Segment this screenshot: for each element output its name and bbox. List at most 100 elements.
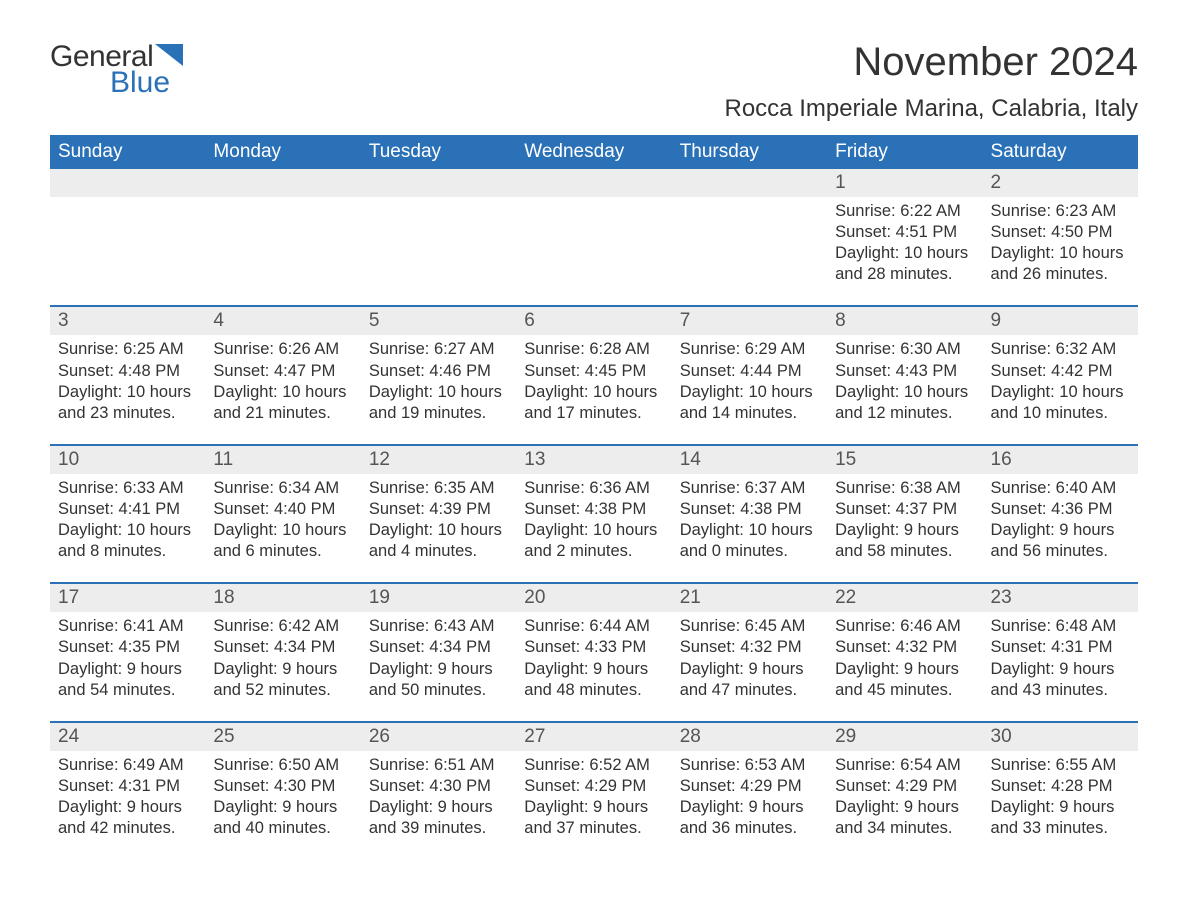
weekday-header-row: Sunday Monday Tuesday Wednesday Thursday… — [50, 135, 1138, 169]
weekday-saturday: Saturday — [983, 135, 1138, 169]
day-cell: 20Sunrise: 6:44 AMSunset: 4:33 PMDayligh… — [516, 584, 671, 702]
day-number: 26 — [361, 723, 516, 751]
sunrise-text: Sunrise: 6:45 AM — [680, 616, 819, 637]
day-number: 30 — [983, 723, 1138, 751]
day-number: 16 — [983, 446, 1138, 474]
daylight-text-2: and 34 minutes. — [835, 818, 974, 839]
day-number: 19 — [361, 584, 516, 612]
day-cell: 2Sunrise: 6:23 AMSunset: 4:50 PMDaylight… — [983, 169, 1138, 287]
day-number — [50, 169, 205, 197]
daylight-text-2: and 54 minutes. — [58, 680, 197, 701]
week-row: 10Sunrise: 6:33 AMSunset: 4:41 PMDayligh… — [50, 444, 1138, 564]
title-block: November 2024 Rocca Imperiale Marina, Ca… — [725, 40, 1139, 123]
sunset-text: Sunset: 4:32 PM — [680, 637, 819, 658]
day-number: 12 — [361, 446, 516, 474]
sunset-text: Sunset: 4:29 PM — [680, 776, 819, 797]
weekday-sunday: Sunday — [50, 135, 205, 169]
day-data: Sunrise: 6:49 AMSunset: 4:31 PMDaylight:… — [50, 751, 205, 841]
daylight-text-2: and 17 minutes. — [524, 403, 663, 424]
sunrise-text: Sunrise: 6:30 AM — [835, 339, 974, 360]
sunrise-text: Sunrise: 6:42 AM — [213, 616, 352, 637]
daylight-text-2: and 12 minutes. — [835, 403, 974, 424]
day-cell: 23Sunrise: 6:48 AMSunset: 4:31 PMDayligh… — [983, 584, 1138, 702]
week-row: 24Sunrise: 6:49 AMSunset: 4:31 PMDayligh… — [50, 721, 1138, 841]
logo: General Blue — [50, 40, 183, 100]
sunset-text: Sunset: 4:31 PM — [58, 776, 197, 797]
daylight-text-2: and 58 minutes. — [835, 541, 974, 562]
sunrise-text: Sunrise: 6:52 AM — [524, 755, 663, 776]
day-cell: 3Sunrise: 6:25 AMSunset: 4:48 PMDaylight… — [50, 307, 205, 425]
sunset-text: Sunset: 4:41 PM — [58, 499, 197, 520]
daylight-text-2: and 6 minutes. — [213, 541, 352, 562]
sunrise-text: Sunrise: 6:22 AM — [835, 201, 974, 222]
sunset-text: Sunset: 4:30 PM — [369, 776, 508, 797]
day-data: Sunrise: 6:48 AMSunset: 4:31 PMDaylight:… — [983, 612, 1138, 702]
daylight-text-1: Daylight: 9 hours — [991, 797, 1130, 818]
day-number: 23 — [983, 584, 1138, 612]
day-number: 14 — [672, 446, 827, 474]
sunrise-text: Sunrise: 6:34 AM — [213, 478, 352, 499]
day-cell: 14Sunrise: 6:37 AMSunset: 4:38 PMDayligh… — [672, 446, 827, 564]
day-number: 24 — [50, 723, 205, 751]
sunset-text: Sunset: 4:48 PM — [58, 361, 197, 382]
daylight-text-1: Daylight: 10 hours — [58, 520, 197, 541]
calendar: Sunday Monday Tuesday Wednesday Thursday… — [50, 135, 1138, 841]
sunrise-text: Sunrise: 6:37 AM — [680, 478, 819, 499]
sunrise-text: Sunrise: 6:35 AM — [369, 478, 508, 499]
day-number: 15 — [827, 446, 982, 474]
day-cell: 15Sunrise: 6:38 AMSunset: 4:37 PMDayligh… — [827, 446, 982, 564]
day-number — [672, 169, 827, 197]
daylight-text-2: and 10 minutes. — [991, 403, 1130, 424]
daylight-text-2: and 8 minutes. — [58, 541, 197, 562]
day-cell — [672, 169, 827, 287]
daylight-text-1: Daylight: 9 hours — [369, 797, 508, 818]
sunrise-text: Sunrise: 6:28 AM — [524, 339, 663, 360]
daylight-text-2: and 28 minutes. — [835, 264, 974, 285]
weekday-monday: Monday — [205, 135, 360, 169]
daylight-text-2: and 14 minutes. — [680, 403, 819, 424]
day-number: 6 — [516, 307, 671, 335]
day-number — [516, 169, 671, 197]
daylight-text-2: and 23 minutes. — [58, 403, 197, 424]
day-cell: 4Sunrise: 6:26 AMSunset: 4:47 PMDaylight… — [205, 307, 360, 425]
day-cell: 8Sunrise: 6:30 AMSunset: 4:43 PMDaylight… — [827, 307, 982, 425]
daylight-text-2: and 48 minutes. — [524, 680, 663, 701]
month-title: November 2024 — [725, 40, 1139, 85]
daylight-text-2: and 0 minutes. — [680, 541, 819, 562]
sunrise-text: Sunrise: 6:26 AM — [213, 339, 352, 360]
sunrise-text: Sunrise: 6:49 AM — [58, 755, 197, 776]
day-cell: 6Sunrise: 6:28 AMSunset: 4:45 PMDaylight… — [516, 307, 671, 425]
sunset-text: Sunset: 4:44 PM — [680, 361, 819, 382]
weeks-container: 1Sunrise: 6:22 AMSunset: 4:51 PMDaylight… — [50, 169, 1138, 841]
daylight-text-1: Daylight: 9 hours — [58, 659, 197, 680]
day-data: Sunrise: 6:44 AMSunset: 4:33 PMDaylight:… — [516, 612, 671, 702]
daylight-text-1: Daylight: 9 hours — [524, 797, 663, 818]
sunset-text: Sunset: 4:46 PM — [369, 361, 508, 382]
day-number — [205, 169, 360, 197]
sunset-text: Sunset: 4:38 PM — [680, 499, 819, 520]
sunset-text: Sunset: 4:38 PM — [524, 499, 663, 520]
day-data: Sunrise: 6:54 AMSunset: 4:29 PMDaylight:… — [827, 751, 982, 841]
day-data: Sunrise: 6:38 AMSunset: 4:37 PMDaylight:… — [827, 474, 982, 564]
daylight-text-2: and 26 minutes. — [991, 264, 1130, 285]
header: General Blue November 2024 Rocca Imperia… — [50, 40, 1138, 123]
day-data: Sunrise: 6:22 AMSunset: 4:51 PMDaylight:… — [827, 197, 982, 287]
sunrise-text: Sunrise: 6:33 AM — [58, 478, 197, 499]
day-cell: 12Sunrise: 6:35 AMSunset: 4:39 PMDayligh… — [361, 446, 516, 564]
sunrise-text: Sunrise: 6:53 AM — [680, 755, 819, 776]
sunset-text: Sunset: 4:32 PM — [835, 637, 974, 658]
day-cell: 26Sunrise: 6:51 AMSunset: 4:30 PMDayligh… — [361, 723, 516, 841]
day-data: Sunrise: 6:36 AMSunset: 4:38 PMDaylight:… — [516, 474, 671, 564]
day-cell: 7Sunrise: 6:29 AMSunset: 4:44 PMDaylight… — [672, 307, 827, 425]
sunset-text: Sunset: 4:35 PM — [58, 637, 197, 658]
sunset-text: Sunset: 4:43 PM — [835, 361, 974, 382]
sunset-text: Sunset: 4:34 PM — [369, 637, 508, 658]
day-number: 1 — [827, 169, 982, 197]
sunrise-text: Sunrise: 6:48 AM — [991, 616, 1130, 637]
sunrise-text: Sunrise: 6:50 AM — [213, 755, 352, 776]
day-cell: 1Sunrise: 6:22 AMSunset: 4:51 PMDaylight… — [827, 169, 982, 287]
daylight-text-1: Daylight: 9 hours — [991, 520, 1130, 541]
day-data: Sunrise: 6:42 AMSunset: 4:34 PMDaylight:… — [205, 612, 360, 702]
day-cell: 16Sunrise: 6:40 AMSunset: 4:36 PMDayligh… — [983, 446, 1138, 564]
sunset-text: Sunset: 4:30 PM — [213, 776, 352, 797]
